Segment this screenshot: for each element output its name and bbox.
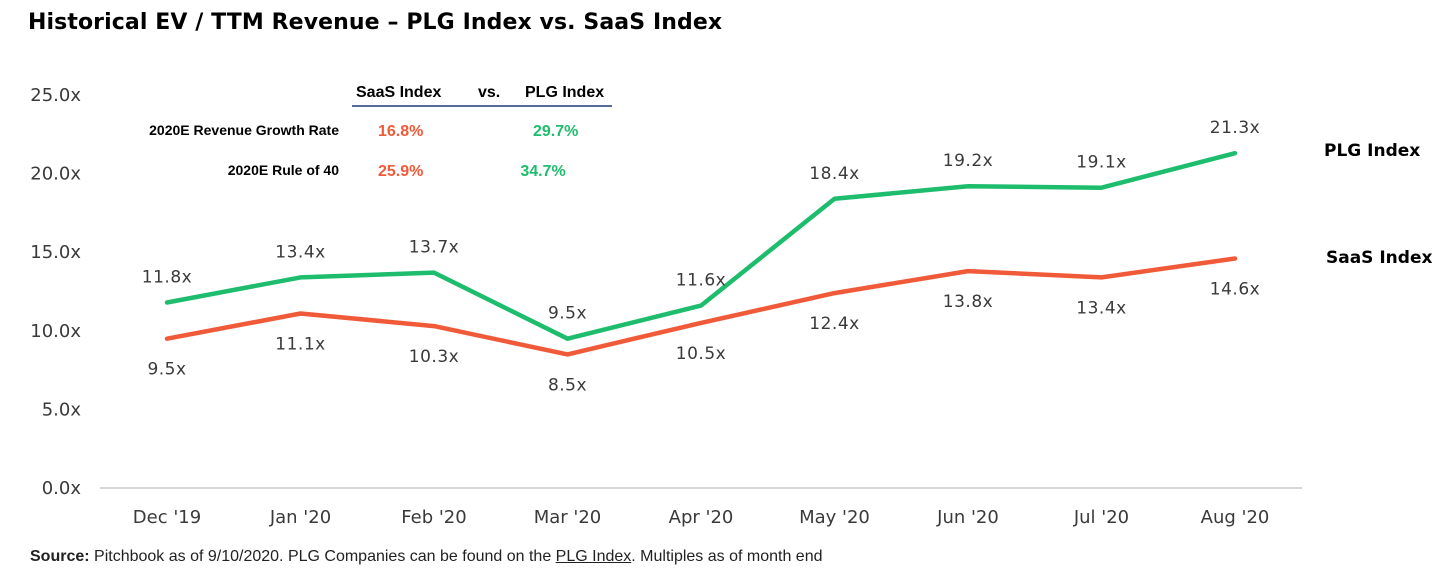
data-label-plg: 19.2x [943,151,993,171]
inset-value-plg-rule40: 34.7% [520,163,565,180]
inset-row-label-growth: 2020E Revenue Growth Rate [149,122,339,138]
y-tick-label: 15.0x [30,242,81,263]
x-tick-label: Jul '20 [1073,507,1129,528]
x-tick-label: Feb '20 [401,507,466,528]
inset-value-saas-growth: 16.8% [378,123,423,140]
data-label-saas: 14.6x [1210,279,1260,299]
x-tick-label: Apr '20 [669,507,734,528]
series-lines [164,150,1238,357]
data-label-saas: 13.8x [943,292,993,312]
x-tick-label: Jun '20 [936,507,999,528]
data-label-saas: 8.5x [548,375,587,395]
source-text-end: . Multiples as of month end [631,548,823,565]
data-labels: 11.8x 13.4x 13.7x 9.5x 11.6x 18.4x 19.2x 19.1x 2… [142,118,1260,395]
inset-value-saas-rule40: 25.9% [378,163,423,180]
x-axis: Dec '19 Jan '20 Feb '20 Mar '20 Apr '20 May '… [133,507,1270,528]
y-tick-label: 20.0x [30,164,81,185]
legend-label-plg: PLG Index [1324,141,1420,161]
data-label-plg: 18.4x [809,164,859,184]
chart-title: Historical EV / TTM Revenue – PLG Index … [28,10,723,35]
data-label-saas: 10.5x [676,344,726,364]
source-note: Source: Pitchbook as of 9/10/2020. PLG C… [30,548,823,566]
y-tick-label: 0.0x [42,478,82,499]
plg-index-link[interactable]: PLG Index [555,548,632,565]
data-label-plg: 19.1x [1076,153,1126,173]
data-label-plg: 21.3x [1210,118,1260,138]
data-label-plg: 13.4x [275,242,325,262]
series-line-plg-index [164,150,1238,341]
legend-label-saas: SaaS Index [1326,248,1432,268]
inset-row-label-rule40: 2020E Rule of 40 [228,162,339,178]
x-tick-label: Jan '20 [269,507,331,528]
data-label-plg: 13.7x [409,238,459,258]
x-tick-label: Dec '19 [133,507,201,528]
y-axis: 0.0x 5.0x 10.0x 15.0x 20.0x 25.0x [30,85,81,499]
data-label-plg: 9.5x [548,304,587,324]
inset-header-vs: vs. [478,84,500,101]
y-tick-label: 25.0x [30,85,81,106]
source-prefix: Source: [30,548,90,565]
data-label-saas: 13.4x [1076,298,1126,318]
y-tick-label: 10.0x [30,321,81,342]
inset-header-plg: PLG Index [525,84,604,101]
data-label-saas: 9.5x [147,360,186,380]
data-label-saas: 12.4x [809,314,859,334]
y-tick-label: 5.0x [42,399,82,420]
data-label-saas: 10.3x [409,347,459,367]
data-label-saas: 11.1x [275,335,325,355]
inset-comparison-table: SaaS Index vs. PLG Index 2020E Revenue G… [149,84,612,180]
inset-header-saas: SaaS Index [356,84,441,101]
data-label-plg: 11.6x [676,271,726,291]
series-line-saas-index [164,256,1238,357]
x-tick-label: Mar '20 [534,507,602,528]
data-label-plg: 11.8x [142,268,192,288]
x-tick-label: May '20 [799,507,870,528]
source-text: Pitchbook as of 9/10/2020. PLG Companies… [89,548,556,565]
legend: PLG Index SaaS Index [1324,141,1432,268]
inset-value-plg-growth: 29.7% [533,123,578,140]
x-tick-label: Aug '20 [1201,507,1270,528]
